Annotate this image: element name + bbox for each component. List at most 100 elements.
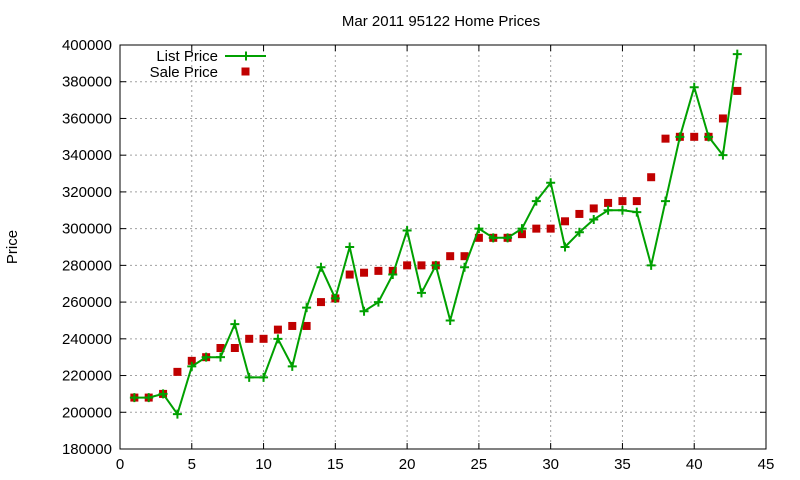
list-price-point bbox=[531, 196, 541, 206]
list-price-point bbox=[402, 225, 412, 235]
sale-price-point bbox=[460, 252, 469, 261]
list-price-point bbox=[144, 393, 154, 403]
sale-price-point bbox=[647, 173, 656, 182]
list-price-point bbox=[546, 178, 556, 188]
list-price-point bbox=[158, 389, 168, 399]
y-tick-label: 300000 bbox=[62, 221, 112, 238]
y-tick-label: 320000 bbox=[62, 184, 112, 201]
list-price-point bbox=[416, 288, 426, 298]
y-tick-label: 380000 bbox=[62, 74, 112, 91]
list-price-point bbox=[661, 196, 671, 206]
y-tick-label: 400000 bbox=[62, 37, 112, 54]
sale-price-point bbox=[604, 198, 613, 207]
list-price-point bbox=[460, 262, 470, 272]
list-price-point bbox=[474, 224, 484, 234]
y-tick-labels: 180000 200000 220000 240000 260000 280000 3000… bbox=[62, 37, 112, 458]
x-tick-label: 35 bbox=[614, 456, 631, 473]
list-price-point bbox=[388, 270, 398, 280]
sale-price-point bbox=[474, 233, 483, 242]
list-price-point bbox=[431, 260, 441, 270]
list-price-point bbox=[617, 205, 627, 215]
list-price-point bbox=[718, 150, 728, 160]
list-price-point bbox=[172, 409, 182, 419]
sale-price-point bbox=[216, 344, 225, 352]
list-price-point bbox=[689, 82, 699, 92]
list-price-line bbox=[134, 54, 739, 416]
list-price-point bbox=[287, 361, 297, 371]
list-price-point bbox=[589, 214, 599, 224]
legend-label-list-price: List Price bbox=[156, 48, 218, 65]
sale-price-point bbox=[690, 132, 699, 141]
list-price-point bbox=[603, 205, 613, 215]
sale-price-point bbox=[374, 266, 383, 275]
y-tick-label: 340000 bbox=[62, 147, 112, 164]
list-price-point bbox=[445, 315, 455, 325]
list-price-point bbox=[574, 227, 584, 237]
sale-price-point bbox=[446, 252, 455, 261]
list-price-point bbox=[704, 132, 714, 142]
legend-marker-sale-price bbox=[241, 67, 250, 76]
list-price-point bbox=[675, 132, 685, 142]
sale-price-point bbox=[733, 86, 742, 95]
y-tick-label: 240000 bbox=[62, 331, 112, 348]
x-tick-label: 20 bbox=[399, 456, 416, 473]
list-price-point bbox=[632, 207, 642, 217]
sale-price-point bbox=[288, 321, 297, 330]
sale-price-point bbox=[403, 261, 412, 270]
data-series bbox=[129, 49, 742, 419]
list-price-point bbox=[273, 334, 283, 344]
sale-price-point bbox=[532, 224, 541, 233]
list-price-point bbox=[215, 352, 225, 362]
sale-price-point bbox=[316, 298, 325, 307]
list-price-point bbox=[330, 293, 340, 303]
sale-price-point bbox=[718, 114, 727, 123]
x-tick-label: 0 bbox=[116, 456, 124, 473]
x-tick-label: 10 bbox=[255, 456, 272, 473]
list-price-point bbox=[345, 242, 355, 252]
y-tick-label: 280000 bbox=[62, 257, 112, 274]
list-price-point bbox=[646, 260, 656, 270]
sale-price-point bbox=[273, 325, 282, 334]
x-tick-labels: 0 5 10 15 20 25 30 35 40 45 bbox=[116, 456, 775, 473]
list-price-point bbox=[259, 372, 269, 382]
sale-price-point bbox=[417, 261, 426, 270]
x-tick-label: 25 bbox=[471, 456, 488, 473]
legend: List Price Sale Price bbox=[150, 48, 266, 81]
list-price-point bbox=[187, 361, 197, 371]
sale-price-point bbox=[589, 204, 598, 213]
plot-frame bbox=[119, 44, 767, 450]
sale-price-point bbox=[360, 268, 369, 277]
legend-label-sale-price: Sale Price bbox=[150, 64, 218, 81]
legend-marker-list-price bbox=[241, 51, 251, 61]
sale-price-point bbox=[661, 134, 670, 143]
sale-price-point bbox=[575, 209, 584, 218]
list-price-point bbox=[230, 319, 240, 329]
sale-price-point bbox=[259, 334, 268, 343]
sale-price-point bbox=[546, 224, 555, 233]
list-price-point bbox=[517, 224, 527, 234]
y-tick-label: 180000 bbox=[62, 441, 112, 458]
sale-price-point bbox=[517, 230, 526, 239]
list-price-point bbox=[244, 372, 254, 382]
list-price-point bbox=[503, 233, 513, 243]
sale-price-point bbox=[632, 197, 641, 206]
grid-lines bbox=[120, 45, 766, 449]
sale-price-point bbox=[230, 344, 239, 352]
list-price-point bbox=[129, 393, 139, 403]
list-price-point bbox=[488, 233, 498, 243]
list-price-point bbox=[373, 297, 383, 307]
sale-price-point bbox=[561, 217, 570, 226]
sale-price-point bbox=[618, 197, 627, 206]
list-price-point bbox=[316, 262, 326, 272]
sale-price-point bbox=[245, 334, 254, 343]
sale-price-point bbox=[173, 367, 182, 376]
y-tick-label: 260000 bbox=[62, 294, 112, 311]
y-tick-label: 200000 bbox=[62, 404, 112, 421]
list-price-point bbox=[560, 242, 570, 252]
axis-ticks bbox=[119, 44, 767, 450]
list-price-point bbox=[201, 352, 211, 362]
sale-price-point bbox=[187, 356, 196, 365]
list-price-point bbox=[732, 49, 742, 59]
y-axis-label: Price bbox=[4, 230, 21, 264]
